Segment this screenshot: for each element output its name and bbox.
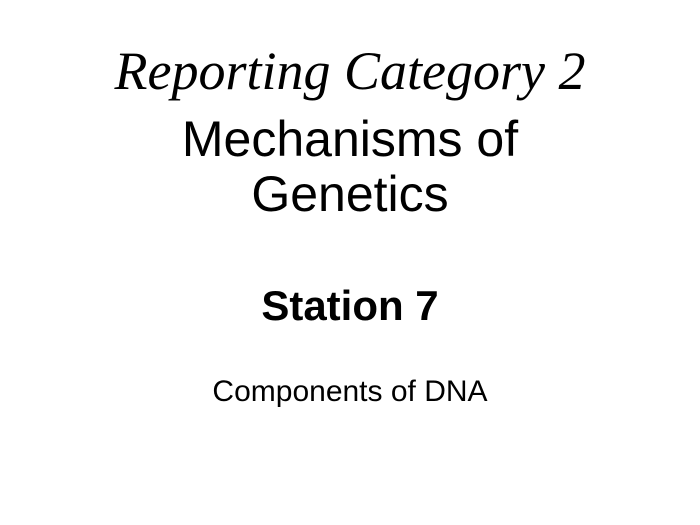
category-subheading: Mechanisms of Genetics [182, 112, 518, 222]
subheading-line-1: Mechanisms of [182, 111, 518, 167]
topic-title: Components of DNA [212, 375, 487, 409]
subheading-line-2: Genetics [251, 166, 448, 222]
category-heading: Reporting Category 2 [115, 40, 586, 102]
station-title: Station 7 [261, 282, 438, 330]
